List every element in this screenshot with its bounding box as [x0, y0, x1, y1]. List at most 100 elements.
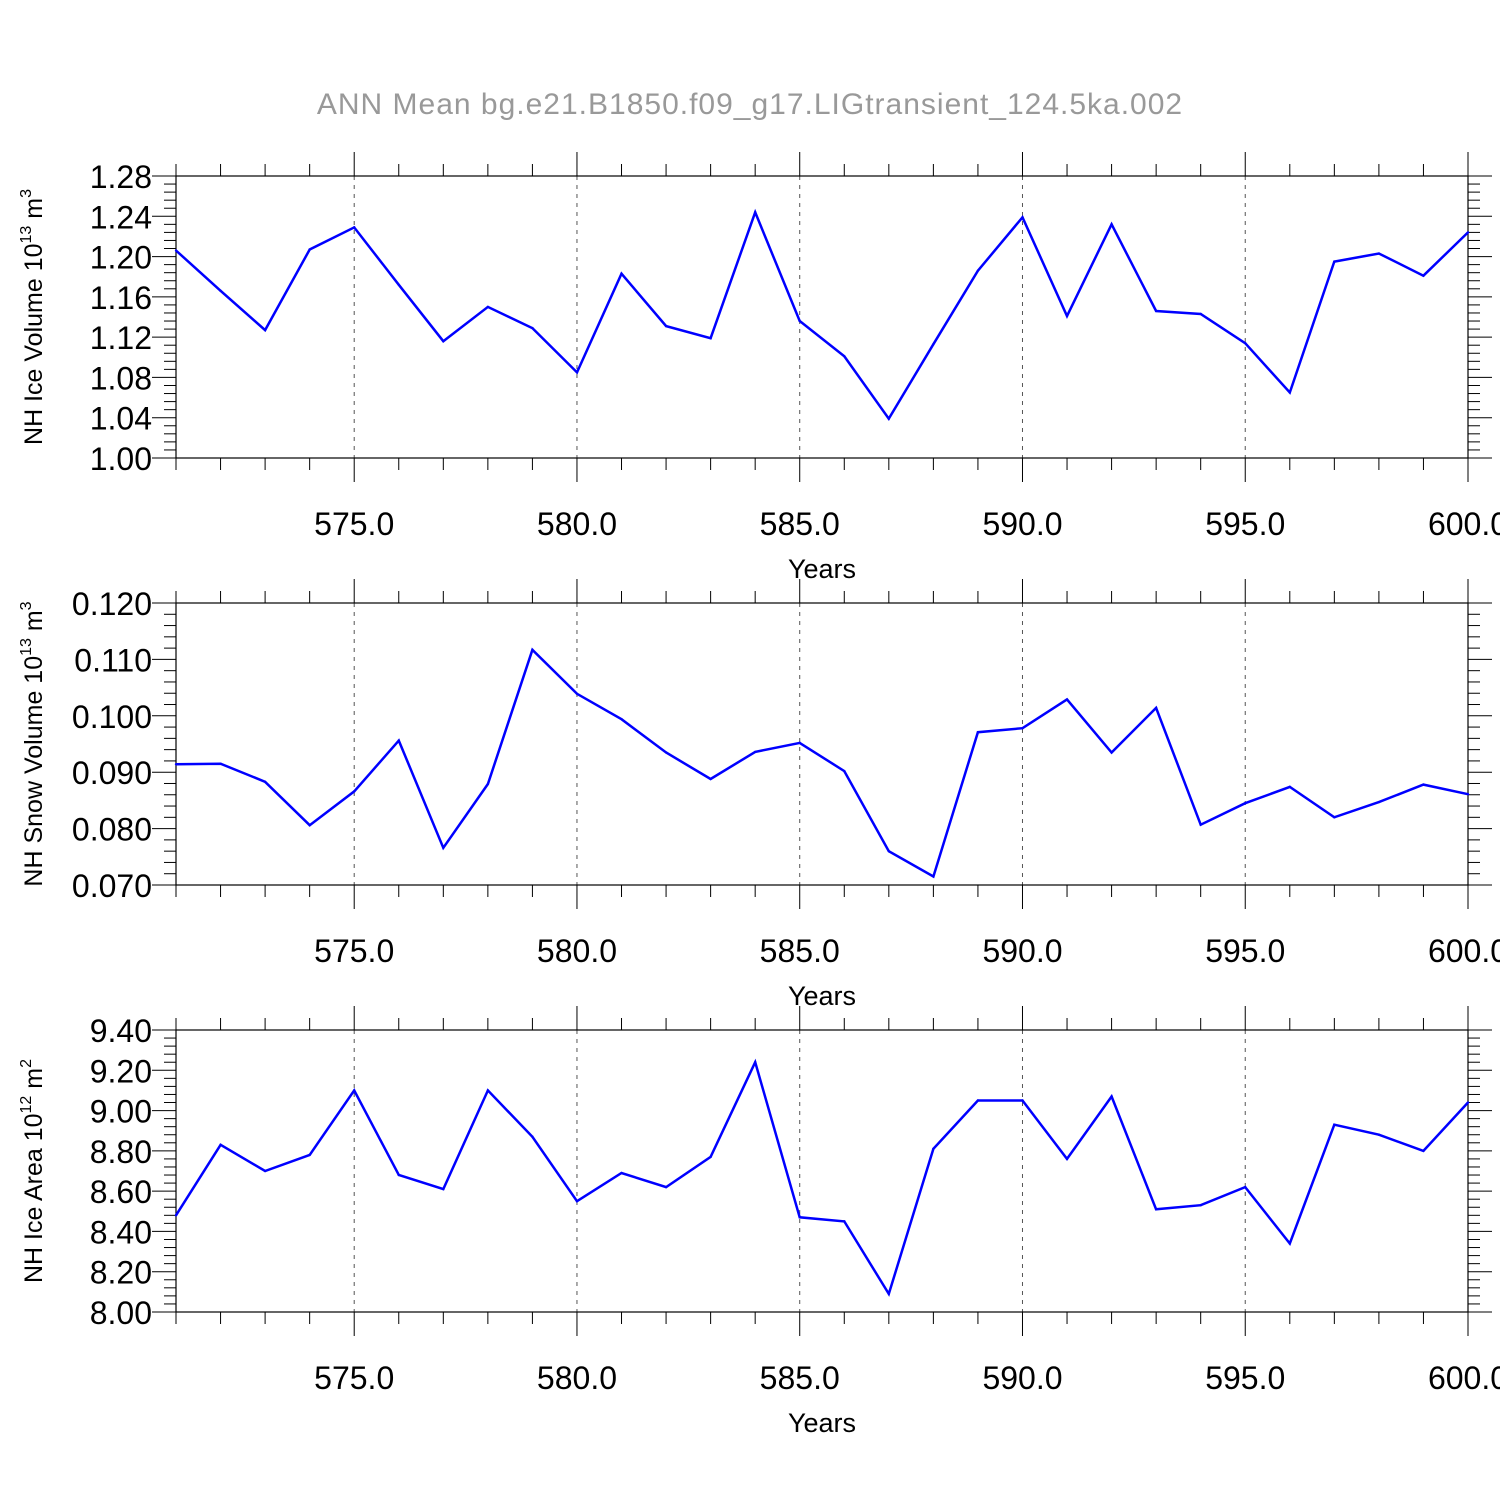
y-tick-label: 1.12 [90, 320, 152, 356]
data-point [219, 762, 222, 765]
x-axis-label: Years [788, 554, 856, 584]
y-tick-label: 8.80 [90, 1134, 152, 1170]
data-point [397, 1173, 400, 1177]
x-tick-label: 575.0 [314, 506, 394, 542]
x-tick-label: 585.0 [760, 1360, 840, 1396]
data-point [843, 1220, 846, 1223]
data-point [174, 1214, 178, 1217]
data-point [308, 248, 311, 251]
y-axis-label: NH Ice Area 1012 m2 [18, 1059, 48, 1283]
x-tick-label: 580.0 [537, 933, 617, 969]
y-tick-label: 8.60 [90, 1174, 152, 1210]
data-point [174, 249, 178, 252]
data-point [664, 1185, 668, 1189]
x-tick-label: 595.0 [1205, 506, 1285, 542]
data-point [664, 751, 668, 754]
data-point [486, 782, 490, 786]
data-point [1466, 1101, 1470, 1104]
data-point [353, 790, 356, 793]
data-point [1110, 223, 1113, 226]
x-tick-label: 595.0 [1205, 1360, 1285, 1396]
data-point [397, 283, 400, 286]
y-tick-label: 8.00 [90, 1295, 152, 1331]
data-point [1288, 1242, 1291, 1245]
y-axis-label: NH Ice Volume 1013 m3 [18, 189, 48, 445]
data-point [219, 289, 222, 293]
data-point [1021, 216, 1024, 219]
data-point [353, 1089, 356, 1092]
data-point [531, 326, 534, 330]
data-point [1244, 341, 1247, 345]
data-point [753, 750, 757, 754]
series-line [175, 208, 1469, 421]
x-tick-label: 590.0 [982, 506, 1062, 542]
data-point [442, 339, 445, 343]
y-tick-label: 0.110 [74, 642, 152, 678]
chart-panel-2: 0.070 0.080 0.090 0.100 0.110 0.120 575.0 580.0… [18, 579, 1500, 1011]
y-axis-label-part: NH Snow Volume 10 [20, 656, 48, 887]
data-point [1065, 314, 1069, 318]
series-line [175, 647, 1469, 879]
y-tick-label: 0.080 [72, 812, 152, 848]
y-tick-label: 0.120 [72, 586, 152, 622]
data-point [263, 328, 267, 332]
data-point [1422, 274, 1425, 277]
x-tick-label: 580.0 [537, 506, 617, 542]
y-axis-label-part: 13 [18, 226, 35, 244]
data-point [1021, 727, 1024, 730]
data-point [976, 730, 980, 734]
data-point [486, 305, 490, 309]
y-axis-label-part: m [20, 610, 48, 638]
data-point [1110, 751, 1113, 754]
data-point [1154, 706, 1158, 710]
x-tick-label: 600.0 [1428, 506, 1500, 542]
x-axis-label: Years [788, 981, 856, 1011]
y-tick-label: 9.40 [90, 1013, 152, 1049]
data-point [932, 1147, 935, 1151]
data-point [798, 1216, 801, 1219]
data-point [843, 769, 846, 773]
y-tick-label: 0.090 [72, 755, 152, 791]
x-tick-label: 585.0 [760, 506, 840, 542]
data-point [397, 739, 400, 742]
data-point [1422, 1149, 1425, 1153]
data-point [932, 342, 935, 346]
data-point [1021, 1099, 1024, 1102]
data-point [620, 272, 623, 275]
x-axis-label: Years [788, 1408, 856, 1438]
data-point [174, 763, 178, 766]
data-point [620, 717, 623, 721]
data-point [263, 1169, 267, 1173]
data-point [1154, 309, 1158, 313]
data-point [932, 875, 935, 878]
y-tick-label: 0.070 [72, 868, 152, 904]
data-point [1377, 252, 1381, 255]
data-point [753, 1061, 757, 1064]
data-point [1333, 816, 1336, 819]
figure-title: ANN Mean bg.e21.B1850.f09_g17.LIGtransie… [317, 88, 1183, 121]
data-point [1199, 823, 1202, 826]
data-point [709, 1155, 712, 1159]
chart-panel-1: 1.00 1.04 1.08 1.12 1.16 1.20 1.24 1.28 575.0 580… [18, 152, 1500, 584]
y-axis-label: NH Snow Volume 1013 m3 [18, 601, 48, 886]
plot-frame [175, 1029, 1469, 1313]
series-line [174, 1058, 1469, 1297]
data-point [1422, 783, 1425, 786]
data-point [887, 849, 891, 853]
x-tick-label: 585.0 [760, 933, 840, 969]
x-tick-label: 575.0 [314, 1360, 394, 1396]
y-axis-label-part: 3 [18, 601, 35, 610]
data-point [531, 648, 534, 652]
data-point [1288, 391, 1291, 394]
y-tick-label: 1.20 [90, 240, 152, 276]
panels: 1.00 1.04 1.08 1.12 1.16 1.20 1.24 1.28 575.0 580… [18, 152, 1500, 1438]
y-axis-label-part: m [20, 198, 48, 226]
data-point [486, 1089, 490, 1092]
y-axis-label-part: 12 [18, 1096, 35, 1114]
data-point [353, 226, 356, 229]
x-tick-label: 595.0 [1205, 933, 1285, 969]
x-tick-label: 600.0 [1428, 933, 1500, 969]
data-point [709, 777, 712, 781]
y-tick-label: 1.16 [90, 280, 152, 316]
data-point [1110, 1095, 1113, 1098]
